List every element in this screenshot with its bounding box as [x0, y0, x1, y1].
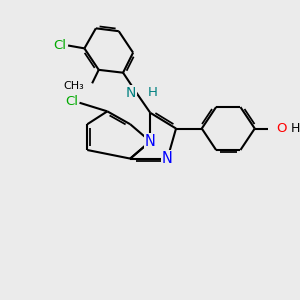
- Text: N: N: [145, 134, 156, 149]
- Text: H: H: [147, 86, 157, 99]
- Text: N: N: [162, 151, 173, 166]
- Text: Cl: Cl: [54, 39, 67, 52]
- Text: O: O: [276, 122, 287, 135]
- Text: CH₃: CH₃: [64, 81, 84, 91]
- Text: H: H: [290, 122, 300, 135]
- Text: Cl: Cl: [65, 95, 78, 108]
- Text: N: N: [126, 86, 136, 100]
